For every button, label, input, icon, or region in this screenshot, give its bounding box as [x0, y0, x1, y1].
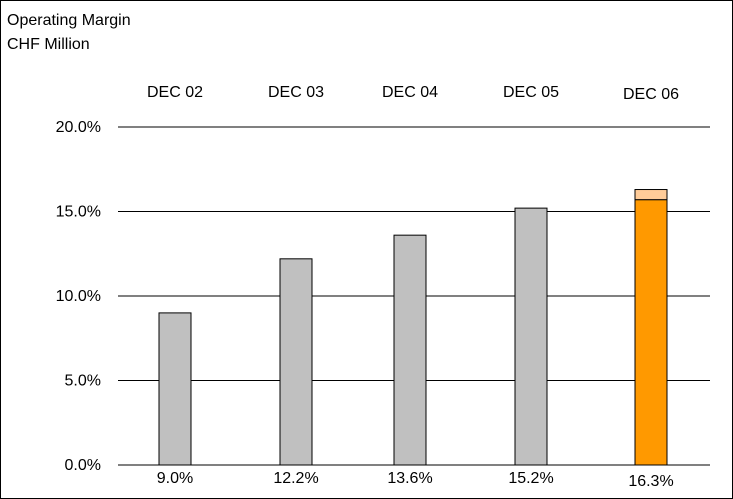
bar-highlight-cap: [634, 189, 668, 201]
category-label: DEC 03: [268, 84, 324, 101]
y-axis-ticks: 0.0% 5.0% 10.0% 15.0% 20.0%: [56, 119, 101, 474]
bar-highlight: [634, 199, 668, 466]
bar: [514, 207, 548, 466]
y-tick-label: 0.0%: [65, 457, 101, 474]
category-label: DEC 06: [623, 86, 679, 103]
category-labels: DEC 02 DEC 03 DEC 04 DEC 05 DEC 06: [147, 84, 679, 103]
data-label: 13.6%: [387, 470, 432, 487]
y-tick-label: 5.0%: [65, 373, 101, 390]
category-label: DEC 04: [382, 84, 438, 101]
data-label: 16.3%: [628, 473, 673, 490]
bars: [158, 189, 668, 466]
data-label: 9.0%: [157, 470, 193, 487]
data-label: 15.2%: [508, 470, 553, 487]
bar: [158, 312, 192, 466]
data-labels: 9.0% 12.2% 13.6% 15.2% 16.3%: [157, 470, 674, 490]
chart-title: Operating Margin: [7, 12, 131, 29]
chart-subtitle: CHF Million: [7, 36, 90, 53]
data-label: 12.2%: [273, 470, 318, 487]
y-tick-label: 10.0%: [56, 288, 101, 305]
category-label: DEC 02: [147, 84, 203, 101]
category-label: DEC 05: [503, 84, 559, 101]
bar: [393, 234, 427, 466]
y-tick-label: 15.0%: [56, 204, 101, 221]
y-tick-label: 20.0%: [56, 119, 101, 136]
bar: [279, 258, 313, 466]
